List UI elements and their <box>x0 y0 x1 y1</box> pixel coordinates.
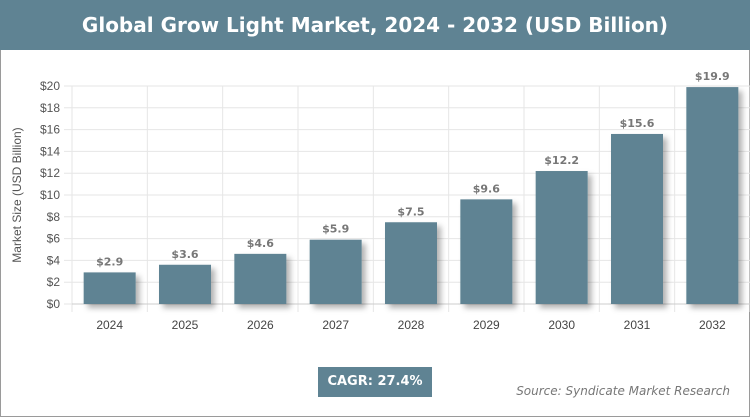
bar-2025 <box>159 264 211 304</box>
bar-2029 <box>460 199 513 304</box>
x-tick-label: 2031 <box>624 318 651 332</box>
y-tick-label: $14 <box>40 144 60 158</box>
y-tick-label: $8 <box>47 210 61 224</box>
y-tick-label: $4 <box>47 253 61 267</box>
x-tick-label: 2027 <box>322 318 349 332</box>
x-tick-label: 2032 <box>699 318 726 332</box>
data-label: $12.2 <box>544 154 579 167</box>
y-tick-label: $18 <box>40 101 60 115</box>
data-label: $4.6 <box>247 237 274 250</box>
x-tick-label: 2029 <box>473 318 500 332</box>
data-label: $19.9 <box>695 70 730 83</box>
cagr-badge: CAGR: 27.4% <box>318 367 432 397</box>
x-tick-label: 2026 <box>247 318 274 332</box>
y-tick-label: $2 <box>47 275 61 289</box>
y-tick-label: $20 <box>40 79 60 93</box>
data-label: $9.6 <box>473 182 500 195</box>
x-tick-label: 2025 <box>172 318 199 332</box>
bar-2024 <box>83 272 136 304</box>
y-tick-label: $12 <box>40 166 60 180</box>
bar-2031 <box>611 133 663 304</box>
chart-title: Global Grow Light Market, 2024 - 2032 (U… <box>0 0 750 50</box>
data-label: $7.5 <box>397 205 424 218</box>
data-label: $3.6 <box>171 248 198 261</box>
bar-2032 <box>686 87 739 304</box>
y-tick-label: $0 <box>47 297 61 311</box>
y-tick-label: $10 <box>40 188 60 202</box>
y-tick-label: $16 <box>40 123 60 137</box>
data-label: $2.9 <box>96 255 123 268</box>
x-tick-label: 2024 <box>96 318 123 332</box>
x-tick-label: 2030 <box>548 318 575 332</box>
bar-2030 <box>535 171 588 304</box>
bar-2027 <box>309 239 362 304</box>
bar-2028 <box>385 222 437 304</box>
source-note: Source: Syndicate Market Research <box>516 384 730 398</box>
data-label: $15.6 <box>620 117 655 130</box>
x-tick-label: 2028 <box>398 318 425 332</box>
bar-2026 <box>234 253 287 304</box>
y-axis-label: Market Size (USD Billion) <box>10 127 24 262</box>
y-tick-label: $6 <box>47 232 61 246</box>
data-label: $5.9 <box>322 223 349 236</box>
